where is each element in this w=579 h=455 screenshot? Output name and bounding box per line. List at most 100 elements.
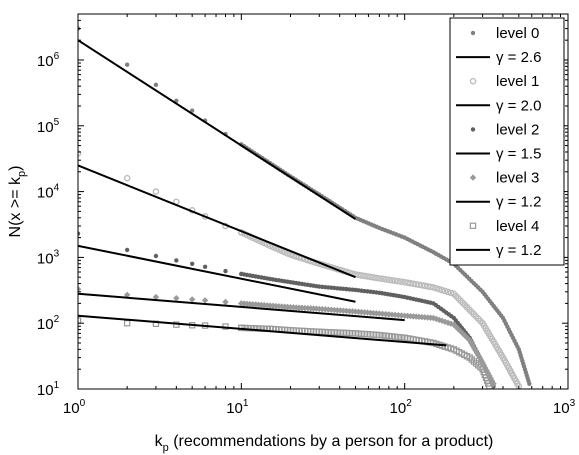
legend-item: level 1 (469, 73, 539, 90)
data-point (188, 296, 196, 303)
series-6 (78, 285, 497, 387)
data-point (361, 272, 368, 280)
legend-marker-swatch (470, 127, 476, 132)
plot-area (77, 13, 569, 390)
data-point (189, 261, 195, 266)
data-point (404, 279, 411, 287)
series-5 (78, 244, 356, 303)
y-axis-ticks: 101 102 103 104 105 106 (37, 13, 568, 399)
data-point (173, 294, 180, 302)
fit-line-3 (78, 164, 356, 279)
legend-box (449, 17, 565, 266)
data-point (123, 174, 131, 182)
x-tick-label: 101 (226, 398, 249, 417)
legend-label: level 0 (496, 25, 539, 42)
data-point (438, 286, 446, 294)
data-point (202, 264, 208, 269)
data-point (385, 276, 393, 284)
legend-label: γ = 2.0 (496, 97, 541, 114)
x-tick-label: 102 (390, 398, 413, 417)
legend-label: level 3 (496, 170, 539, 187)
data-point (364, 273, 371, 280)
legend-item: level 0 (470, 25, 539, 42)
legend-label: γ = 1.2 (496, 194, 541, 211)
data-point (124, 62, 130, 67)
y-tick-label: 103 (37, 248, 60, 267)
x-tick-label: 100 (63, 398, 86, 417)
x-axis-label: kp (recommendations by a person for a pr… (155, 433, 494, 454)
legend-marker-swatch (469, 222, 477, 229)
data-point (421, 282, 429, 290)
data-point (433, 285, 440, 292)
data-point (152, 188, 160, 195)
series-7 (78, 292, 405, 322)
legend-item: level 2 (470, 121, 539, 138)
data-point (382, 276, 389, 283)
legend-label: level 2 (496, 121, 539, 138)
data-point (370, 274, 377, 281)
data-point (153, 82, 159, 87)
series-9 (78, 314, 447, 347)
data-point (376, 275, 383, 282)
data-point (223, 268, 228, 274)
data-point (401, 278, 408, 286)
data-point (355, 271, 362, 279)
fit-line-7 (78, 292, 405, 322)
data-point (427, 283, 434, 291)
fit-line-1 (78, 39, 357, 220)
legend-item: level 3 (469, 170, 539, 187)
data-point (407, 279, 414, 287)
data-point (123, 319, 131, 327)
legend-item: γ = 1.2 (456, 242, 541, 259)
legend-marker-swatch (469, 77, 477, 85)
legend-marker-swatch (469, 174, 477, 181)
data-point (222, 298, 229, 306)
x-tick-label: 103 (553, 398, 576, 417)
legend-item: γ = 2.0 (456, 97, 541, 114)
legend-label: γ = 2.6 (496, 49, 541, 66)
series-3 (78, 164, 356, 279)
x-axis-ticks: 100 101 102 103 (63, 14, 576, 417)
data-point (189, 108, 195, 113)
data-point (424, 283, 431, 290)
y-tick-label: 102 (37, 314, 60, 333)
legend-item: γ = 1.5 (456, 146, 541, 163)
y-axis-label: N(x >= kp) (7, 166, 28, 238)
data-point (409, 280, 417, 288)
legend-label: level 4 (496, 218, 539, 235)
data-point (391, 277, 399, 285)
legend-item: γ = 1.2 (456, 194, 541, 211)
data-point (358, 272, 365, 279)
y-tick-label: 101 (37, 380, 60, 399)
data-point (412, 280, 420, 288)
data-point (415, 281, 423, 289)
legend-label: level 1 (496, 73, 539, 90)
y-tick-label: 105 (37, 117, 60, 136)
series-1 (78, 39, 357, 220)
legend-marker-swatch (470, 30, 476, 36)
data-point (367, 273, 374, 281)
data-point (373, 274, 380, 282)
data-point (447, 289, 455, 297)
data-point (435, 285, 443, 293)
data-point (123, 291, 131, 299)
legend-label: γ = 1.2 (496, 242, 541, 259)
legend-item: level 4 (469, 218, 539, 235)
data-point (418, 282, 426, 289)
data-point (201, 297, 209, 304)
fit-line-9 (78, 314, 447, 347)
data-point (124, 247, 130, 253)
series-8 (78, 317, 493, 389)
data-point (398, 278, 405, 286)
data-point (395, 277, 402, 285)
legend: level 0 γ = 2.6 level 1 γ = 2.0 level 2 γ = 1… (449, 17, 565, 266)
y-tick-label: 104 (37, 183, 60, 202)
data-point (444, 288, 452, 296)
y-tick-label: 106 (37, 51, 60, 70)
data-point (379, 275, 386, 283)
fit-line-5 (78, 244, 356, 303)
data-point (152, 293, 160, 301)
data-layer (78, 26, 532, 389)
data-point (388, 276, 396, 284)
